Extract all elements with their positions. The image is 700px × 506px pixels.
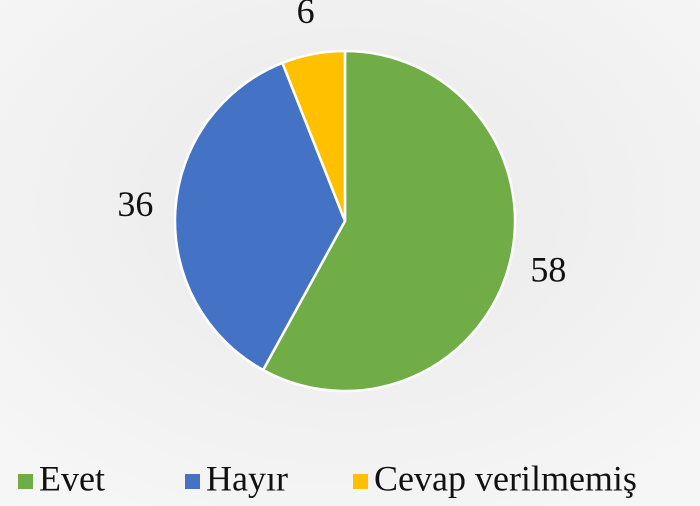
pie-slice	[173, 61, 347, 372]
legend-swatch	[353, 474, 368, 489]
data-label: 36	[117, 184, 153, 224]
legend-label: Cevap verilmemiş	[374, 458, 637, 498]
pie-slice	[280, 49, 347, 222]
legend-swatch	[18, 474, 33, 489]
pie-slice	[261, 49, 517, 393]
legend-label: Evet	[39, 458, 105, 498]
data-label: 6	[297, 0, 315, 31]
legend-label: Hayır	[206, 458, 288, 498]
data-label: 58	[530, 249, 566, 289]
legend-swatch	[185, 474, 200, 489]
